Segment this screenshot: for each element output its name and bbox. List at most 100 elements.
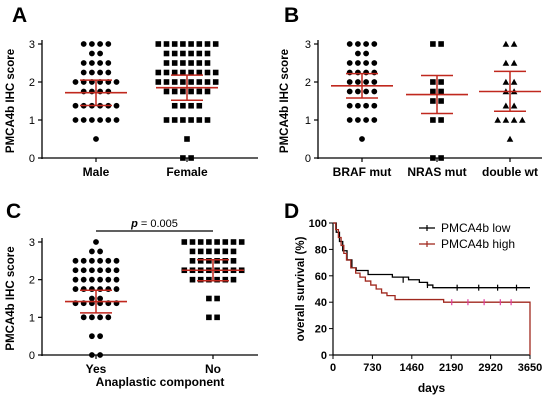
data-point — [171, 79, 178, 85]
data-point — [113, 79, 120, 85]
legend-entry: PMCA4b low — [441, 221, 511, 235]
y-tick-label: 40 — [315, 297, 327, 309]
data-point — [180, 50, 186, 57]
data-point — [188, 41, 194, 47]
data-point — [89, 257, 95, 264]
data-point — [105, 69, 112, 76]
data-point — [105, 117, 112, 123]
y-axis-label: PMCA4b IHC score — [279, 49, 291, 153]
data-point — [180, 69, 186, 76]
data-point — [188, 88, 194, 95]
data-point — [171, 50, 178, 57]
data-point — [371, 69, 378, 76]
data-point — [113, 117, 120, 123]
panel-letter-d: D — [284, 200, 299, 223]
data-point — [180, 60, 186, 66]
data-point — [204, 79, 211, 85]
data-point — [230, 239, 237, 245]
data-point — [230, 276, 237, 283]
p-value-annotation: p = 0.005 — [130, 218, 178, 230]
data-point — [155, 79, 162, 85]
data-point — [105, 41, 112, 47]
data-point — [363, 102, 369, 109]
data-point — [180, 117, 186, 123]
data-point — [196, 79, 203, 85]
data-point — [346, 79, 353, 85]
x-tick-label: 2920 — [478, 362, 502, 374]
data-point — [97, 352, 103, 358]
data-point — [197, 239, 204, 245]
data-point — [196, 117, 203, 123]
data-point — [214, 314, 220, 321]
x-tick-label: 2190 — [439, 362, 463, 374]
data-point — [430, 79, 436, 85]
category-label: BRAF mut — [333, 165, 392, 179]
data-point — [206, 295, 212, 302]
data-point — [502, 59, 510, 66]
data-point — [371, 41, 378, 47]
y-tick-label: 3 — [29, 237, 35, 249]
data-point — [113, 102, 120, 109]
data-point — [206, 258, 212, 264]
data-point — [89, 286, 95, 292]
data-point — [204, 117, 211, 123]
data-point — [196, 41, 203, 47]
data-point — [188, 117, 194, 123]
data-point — [430, 155, 436, 161]
survival-curve-high — [333, 222, 531, 355]
data-point — [212, 41, 219, 47]
data-point — [204, 41, 211, 47]
data-point — [214, 276, 220, 283]
data-point — [72, 117, 79, 123]
data-point — [438, 117, 444, 123]
y-axis-label: overall survival (%) — [295, 236, 307, 341]
data-point — [80, 267, 87, 274]
x-axis-label: Anaplastic component — [96, 375, 225, 389]
panel-letter-c: C — [6, 200, 21, 223]
data-point — [89, 295, 95, 302]
data-point — [105, 267, 112, 274]
data-point — [72, 102, 79, 109]
y-tick-label: 100 — [309, 218, 327, 230]
data-point — [80, 286, 87, 292]
data-point — [355, 79, 361, 85]
data-point — [188, 69, 194, 76]
data-point — [97, 276, 103, 283]
data-point — [188, 79, 194, 85]
data-point — [97, 314, 103, 321]
data-point — [204, 60, 211, 66]
data-point — [355, 69, 361, 76]
data-point — [80, 69, 87, 76]
data-point — [363, 60, 369, 66]
data-point — [97, 248, 103, 255]
data-point — [97, 117, 103, 123]
data-point — [80, 88, 87, 95]
data-point — [196, 50, 203, 57]
data-point — [89, 352, 95, 358]
data-point — [197, 258, 204, 264]
data-point — [80, 41, 87, 47]
data-point — [113, 276, 120, 283]
data-point — [355, 60, 361, 66]
panel-b-scatter: 0 1 2 3 PMCA4b IHC score BRAF mut NRAS mut doub… — [279, 39, 542, 179]
data-point — [222, 276, 229, 283]
data-point — [72, 79, 79, 85]
y-tick-label: 0 — [29, 153, 35, 165]
data-point — [97, 286, 103, 292]
legend-entry: PMCA4b high — [441, 237, 515, 251]
data-point — [163, 79, 170, 85]
data-point — [171, 102, 178, 109]
data-point — [89, 50, 95, 57]
data-point — [506, 135, 514, 142]
data-point — [430, 117, 436, 123]
data-point — [359, 136, 365, 142]
data-point — [189, 258, 196, 264]
data-point — [80, 117, 87, 123]
data-point — [97, 333, 103, 340]
data-point — [355, 41, 361, 47]
data-point — [214, 239, 220, 245]
data-point — [363, 79, 369, 85]
y-tick-label: 1 — [29, 115, 35, 127]
y-axis-label: PMCA4b IHC score — [5, 246, 17, 350]
